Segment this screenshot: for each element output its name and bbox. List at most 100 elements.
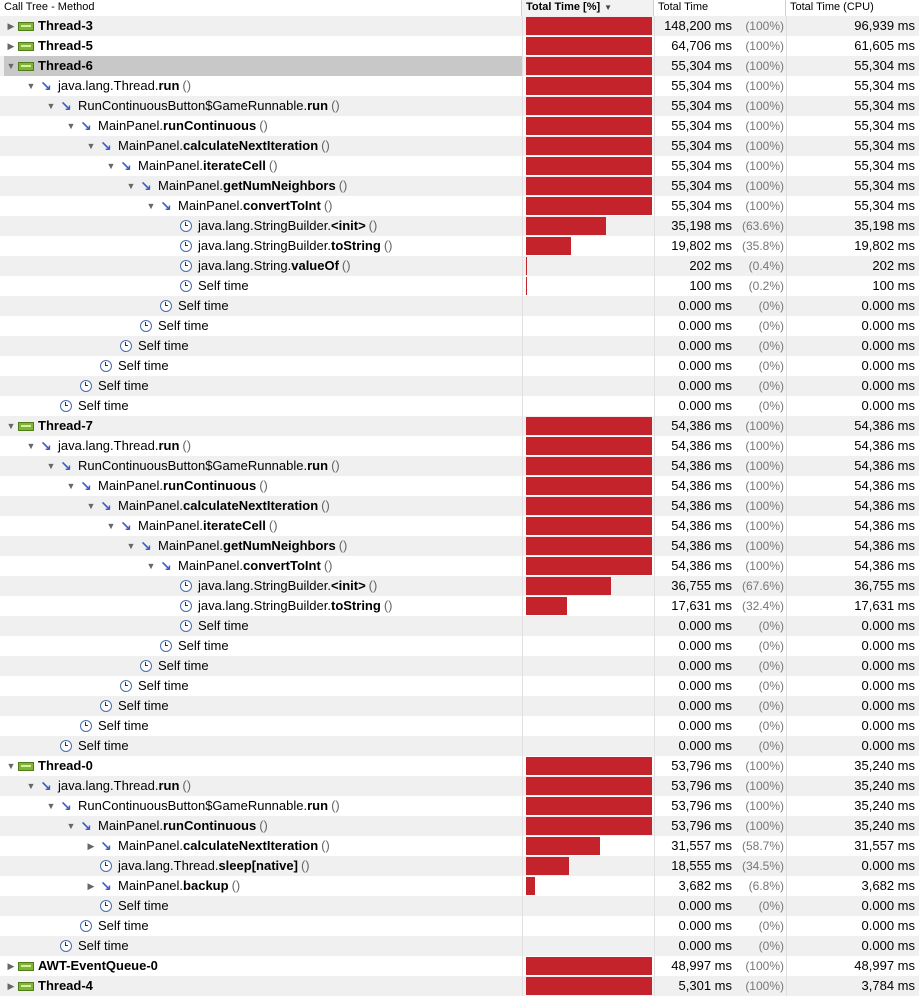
tree-node[interactable]: ▼ Thread-7	[4, 416, 93, 436]
tree-node[interactable]: java.lang.Thread.sleep[native]()	[84, 856, 310, 876]
tree-node[interactable]: Self time	[44, 936, 129, 956]
tree-node[interactable]: Self time	[164, 276, 249, 296]
tree-node[interactable]: Self time	[124, 316, 209, 336]
table-row[interactable]: ▼ ↘ MainPanel.calculateNextIteration() 54,3…	[0, 496, 919, 516]
table-row[interactable]: ▼ Thread-0 53,796 ms (100%) 35,240 ms	[0, 756, 919, 776]
expand-down-triangle-icon[interactable]: ▼	[106, 521, 116, 531]
tree-node[interactable]: ▼ ↘ MainPanel.iterateCell()	[104, 516, 278, 536]
table-row[interactable]: ▼ ↘ MainPanel.iterateCell() 54,386 ms (100%)…	[0, 516, 919, 536]
table-row[interactable]: Self time 0.000 ms (0%) 0.000 ms	[0, 656, 919, 676]
tree-node[interactable]: Self time	[104, 676, 189, 696]
table-row[interactable]: Self time 0.000 ms (0%) 0.000 ms	[0, 376, 919, 396]
expand-down-triangle-icon[interactable]: ▼	[26, 81, 36, 91]
expand-down-triangle-icon[interactable]: ▼	[26, 441, 36, 451]
expand-down-triangle-icon[interactable]: ▼	[6, 421, 16, 431]
expand-down-triangle-icon[interactable]: ▼	[146, 201, 156, 211]
table-row[interactable]: Self time 0.000 ms (0%) 0.000 ms	[0, 916, 919, 936]
expand-down-triangle-icon[interactable]: ▼	[126, 541, 136, 551]
expand-down-triangle-icon[interactable]: ▼	[6, 61, 16, 71]
expand-down-triangle-icon[interactable]: ▼	[126, 181, 136, 191]
tree-node[interactable]: ▼ ↘ MainPanel.convertToInt()	[144, 556, 333, 576]
column-header-total-time[interactable]: Total Time	[654, 0, 786, 16]
table-row[interactable]: ▼ ↘ MainPanel.runContinuous() 53,796 ms (100…	[0, 816, 919, 836]
tree-node[interactable]: ▼ ↘ MainPanel.runContinuous()	[64, 476, 268, 496]
tree-node[interactable]: ▼ ↘ java.lang.Thread.run()	[24, 76, 192, 96]
table-row[interactable]: Self time 0.000 ms (0%) 0.000 ms	[0, 396, 919, 416]
tree-node[interactable]: ▼ ↘ MainPanel.convertToInt()	[144, 196, 333, 216]
tree-node[interactable]: Self time	[84, 696, 169, 716]
table-row[interactable]: ▼ ↘ RunContinuousButton$GameRunnable.run()…	[0, 456, 919, 476]
table-row[interactable]: java.lang.StringBuilder.<init>() 35,198 m…	[0, 216, 919, 236]
tree-node[interactable]: ▶ AWT-EventQueue-0	[4, 956, 158, 976]
tree-node[interactable]: java.lang.String.valueOf()	[164, 256, 351, 276]
expand-down-triangle-icon[interactable]: ▼	[66, 821, 76, 831]
table-row[interactable]: ▼ ↘ java.lang.Thread.run() 55,304 ms (100%) 5…	[0, 76, 919, 96]
expand-right-triangle-icon[interactable]: ▶	[7, 981, 15, 991]
expand-down-triangle-icon[interactable]: ▼	[146, 561, 156, 571]
tree-node[interactable]: Self time	[64, 916, 149, 936]
table-row[interactable]: Self time 100 ms (0.2%) 100 ms	[0, 276, 919, 296]
tree-node[interactable]: ▶ Thread-5	[4, 36, 93, 56]
table-row[interactable]: ▼ Thread-6 55,304 ms (100%) 55,304 ms	[0, 56, 919, 76]
tree-node[interactable]: ▼ ↘ MainPanel.getNumNeighbors()	[124, 176, 348, 196]
tree-node[interactable]: java.lang.StringBuilder.<init>()	[164, 576, 377, 596]
tree-node[interactable]: ▶ ↘ MainPanel.backup()	[84, 876, 241, 896]
table-row[interactable]: java.lang.StringBuilder.<init>() 36,755 m…	[0, 576, 919, 596]
table-row[interactable]: ▼ ↘ java.lang.Thread.run() 53,796 ms (100%) 3…	[0, 776, 919, 796]
tree-node[interactable]: ▶ ↘ MainPanel.calculateNextIteration()	[84, 836, 330, 856]
expand-down-triangle-icon[interactable]: ▼	[6, 761, 16, 771]
expand-down-triangle-icon[interactable]: ▼	[46, 461, 56, 471]
table-row[interactable]: ▶ AWT-EventQueue-0 48,997 ms (100%) 48,997 m…	[0, 956, 919, 976]
table-row[interactable]: ▼ Thread-7 54,386 ms (100%) 54,386 ms	[0, 416, 919, 436]
tree-node[interactable]: ▼ ↘ MainPanel.runContinuous()	[64, 816, 268, 836]
tree-node[interactable]: ▼ Thread-0	[4, 756, 93, 776]
expand-right-triangle-icon[interactable]: ▶	[7, 21, 15, 31]
tree-node[interactable]: ▼ Thread-6	[4, 56, 522, 76]
table-row[interactable]: Self time 0.000 ms (0%) 0.000 ms	[0, 336, 919, 356]
expand-right-triangle-icon[interactable]: ▶	[87, 881, 95, 891]
tree-node[interactable]: ▼ ↘ MainPanel.runContinuous()	[64, 116, 268, 136]
expand-down-triangle-icon[interactable]: ▼	[66, 121, 76, 131]
tree-node[interactable]: java.lang.StringBuilder.toString()	[164, 236, 392, 256]
table-row[interactable]: ▼ ↘ RunContinuousButton$GameRunnable.run()…	[0, 796, 919, 816]
table-row[interactable]: Self time 0.000 ms (0%) 0.000 ms	[0, 636, 919, 656]
table-row[interactable]: ▼ ↘ java.lang.Thread.run() 54,386 ms (100%) 5…	[0, 436, 919, 456]
table-row[interactable]: Self time 0.000 ms (0%) 0.000 ms	[0, 616, 919, 636]
table-row[interactable]: ▶ ↘ MainPanel.calculateNextIteration() 31,5…	[0, 836, 919, 856]
tree-node[interactable]: Self time	[144, 636, 229, 656]
table-row[interactable]: ▼ ↘ MainPanel.getNumNeighbors() 54,386 ms (1…	[0, 536, 919, 556]
table-row[interactable]: java.lang.StringBuilder.toString() 17,631…	[0, 596, 919, 616]
tree-node[interactable]: ▼ ↘ MainPanel.calculateNextIteration()	[84, 136, 330, 156]
expand-down-triangle-icon[interactable]: ▼	[46, 801, 56, 811]
expand-down-triangle-icon[interactable]: ▼	[46, 101, 56, 111]
tree-node[interactable]: ▼ ↘ RunContinuousButton$GameRunnable.run()	[44, 96, 340, 116]
table-row[interactable]: ▼ ↘ MainPanel.calculateNextIteration() 55,3…	[0, 136, 919, 156]
table-row[interactable]: Self time 0.000 ms (0%) 0.000 ms	[0, 296, 919, 316]
expand-right-triangle-icon[interactable]: ▶	[87, 841, 95, 851]
tree-node[interactable]: ▼ ↘ MainPanel.getNumNeighbors()	[124, 536, 348, 556]
tree-node[interactable]: Self time	[84, 896, 169, 916]
table-row[interactable]: ▼ ↘ MainPanel.iterateCell() 55,304 ms (100%)…	[0, 156, 919, 176]
table-row[interactable]: ▶ Thread-3 148,200 ms (100%) 96,939 ms	[0, 16, 919, 36]
table-row[interactable]: java.lang.String.valueOf() 202 ms (0.4%) 20…	[0, 256, 919, 276]
table-row[interactable]: ▼ ↘ MainPanel.runContinuous() 54,386 ms (100…	[0, 476, 919, 496]
tree-node[interactable]: ▼ ↘ java.lang.Thread.run()	[24, 436, 192, 456]
tree-node[interactable]: Self time	[104, 336, 189, 356]
tree-node[interactable]: Self time	[164, 616, 249, 636]
tree-node[interactable]: Self time	[44, 396, 129, 416]
tree-node[interactable]: ▶ Thread-3	[4, 16, 93, 36]
expand-down-triangle-icon[interactable]: ▼	[106, 161, 116, 171]
column-header-total-time-percent[interactable]: Total Time [%] ▼	[522, 0, 654, 16]
tree-node[interactable]: ▼ ↘ RunContinuousButton$GameRunnable.run()	[44, 796, 340, 816]
tree-node[interactable]: java.lang.StringBuilder.<init>()	[164, 216, 377, 236]
table-row[interactable]: Self time 0.000 ms (0%) 0.000 ms	[0, 356, 919, 376]
table-row[interactable]: ▼ ↘ MainPanel.getNumNeighbors() 55,304 ms (1…	[0, 176, 919, 196]
column-header-total-time-cpu[interactable]: Total Time (CPU)	[790, 1, 874, 13]
column-header-call-tree[interactable]: Call Tree - Method	[0, 0, 522, 16]
table-row[interactable]: ▼ ↘ RunContinuousButton$GameRunnable.run()…	[0, 96, 919, 116]
tree-node[interactable]: ▼ ↘ MainPanel.calculateNextIteration()	[84, 496, 330, 516]
tree-node[interactable]: Self time	[64, 376, 149, 396]
table-row[interactable]: Self time 0.000 ms (0%) 0.000 ms	[0, 716, 919, 736]
tree-node[interactable]: Self time	[124, 656, 209, 676]
table-row[interactable]: java.lang.StringBuilder.toString() 19,802…	[0, 236, 919, 256]
